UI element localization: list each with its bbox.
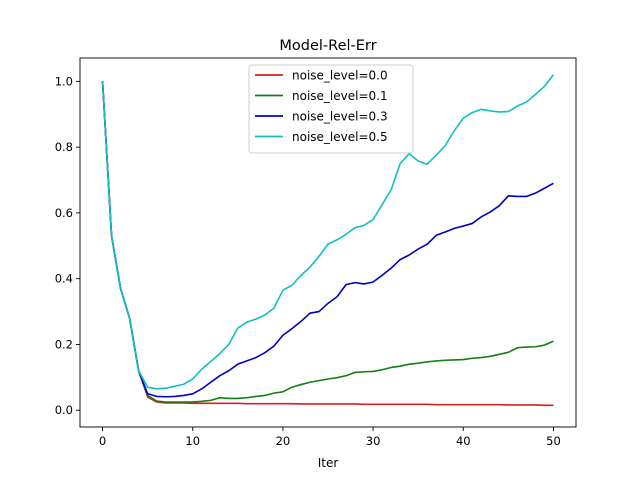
legend-box: [248, 64, 414, 154]
y-tick-label: 0.6: [55, 206, 73, 220]
legend-label: noise_level=0.5: [292, 130, 388, 144]
series-line-0: [101, 81, 554, 407]
y-tick-label: 0.4: [55, 272, 73, 286]
y-tick-label: 1.0: [55, 74, 73, 88]
series-line-2: [101, 81, 554, 398]
axes-layer: 0 10 20 30 40 50 0.0 0.2 0.4 0.6 0.8 1.0: [55, 57, 577, 448]
plot-frame: [79, 57, 577, 428]
y-tick-label: 0.0: [55, 403, 73, 417]
x-tick-label: 50: [546, 434, 561, 448]
legend-label: noise_level=0.0: [292, 69, 388, 83]
legend-label: noise_level=0.1: [292, 89, 388, 103]
x-tick-label: 0: [99, 434, 106, 448]
y-tick-label: 0.8: [55, 140, 73, 154]
x-tick-label: 40: [456, 434, 471, 448]
series-layer: [101, 74, 555, 407]
x-tick-label: 10: [185, 434, 200, 448]
chart-title: Model-Rel-Err: [279, 38, 376, 54]
series-line-1: [101, 81, 554, 403]
x-axis-label: Iter: [318, 456, 339, 470]
legend-label: noise_level=0.3: [292, 110, 388, 124]
x-tick-label: 30: [366, 434, 381, 448]
y-tick-label: 0.2: [55, 337, 73, 351]
series-line-3: [101, 74, 555, 390]
legend: noise_level=0.0 noise_level=0.1 noise_leve…: [248, 64, 414, 154]
x-tick-label: 20: [276, 434, 291, 448]
